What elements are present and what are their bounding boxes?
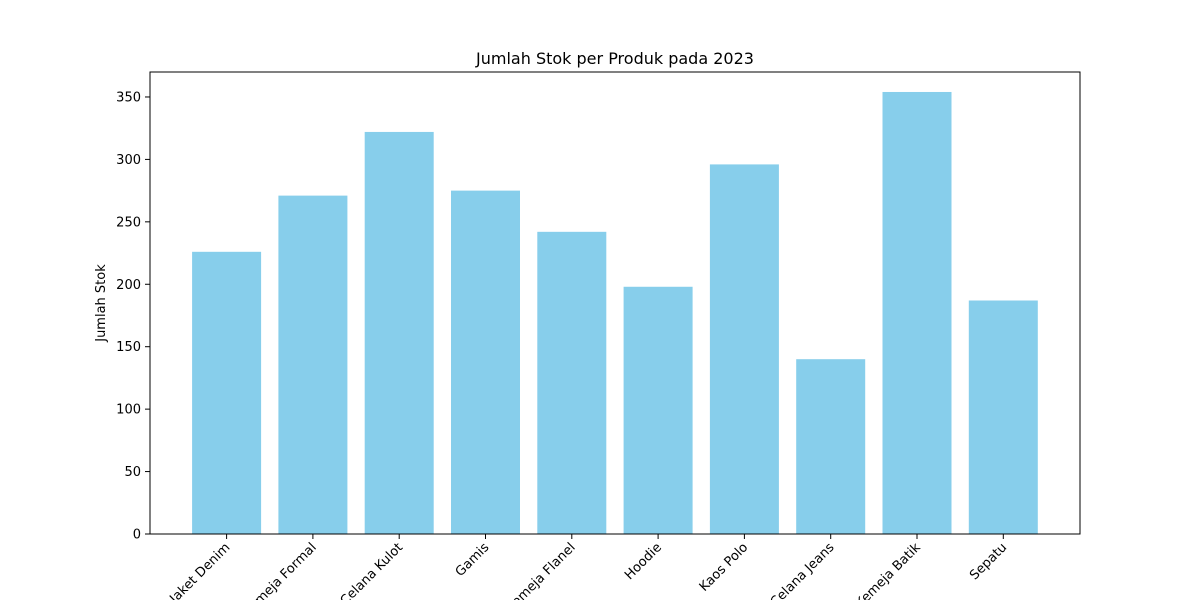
y-tick-label-150: 150 <box>116 340 141 355</box>
x-tick-label-4: Gamis <box>453 540 493 580</box>
x-tick-label-9: Kemeja Batik <box>853 540 924 600</box>
bar-1 <box>192 251 262 534</box>
bar-5 <box>537 231 607 534</box>
y-tick-label-100: 100 <box>116 403 141 418</box>
bar-2 <box>278 195 348 534</box>
bar-3 <box>364 131 434 534</box>
y-tick-label-200: 200 <box>116 278 141 293</box>
bar-7 <box>709 164 779 534</box>
y-tick-label-250: 250 <box>116 215 141 230</box>
x-tick-label-5: Kemeja Flanel <box>504 540 579 600</box>
bar-10 <box>968 300 1038 534</box>
y-tick-label-350: 350 <box>116 90 141 105</box>
bar-6 <box>623 286 693 534</box>
bar-4 <box>451 190 520 534</box>
y-tick-label-50: 50 <box>124 465 141 480</box>
x-tick-label-6: Hoodie <box>622 540 665 583</box>
x-tick-label-7: Kaos Polo <box>697 540 751 594</box>
bar-9 <box>882 91 952 534</box>
bar-8 <box>796 359 866 534</box>
chart-title: Jumlah Stok per Produk pada 2023 <box>475 49 754 68</box>
y-tick-label-300: 300 <box>116 153 141 168</box>
y-tick-label-0: 0 <box>133 528 141 543</box>
y-axis-label: Jumlah Stok <box>94 264 109 343</box>
x-tick-label-3: Celana Kulot <box>338 540 406 600</box>
x-tick-label-1: Jaket Denim <box>167 540 234 600</box>
x-tick-label-2: Kemeja Formal <box>241 540 320 600</box>
x-tick-label-8: Celana Jeans <box>768 540 838 600</box>
x-tick-label-10: Sepatu <box>967 540 1010 583</box>
axes-frame <box>149 71 1081 535</box>
